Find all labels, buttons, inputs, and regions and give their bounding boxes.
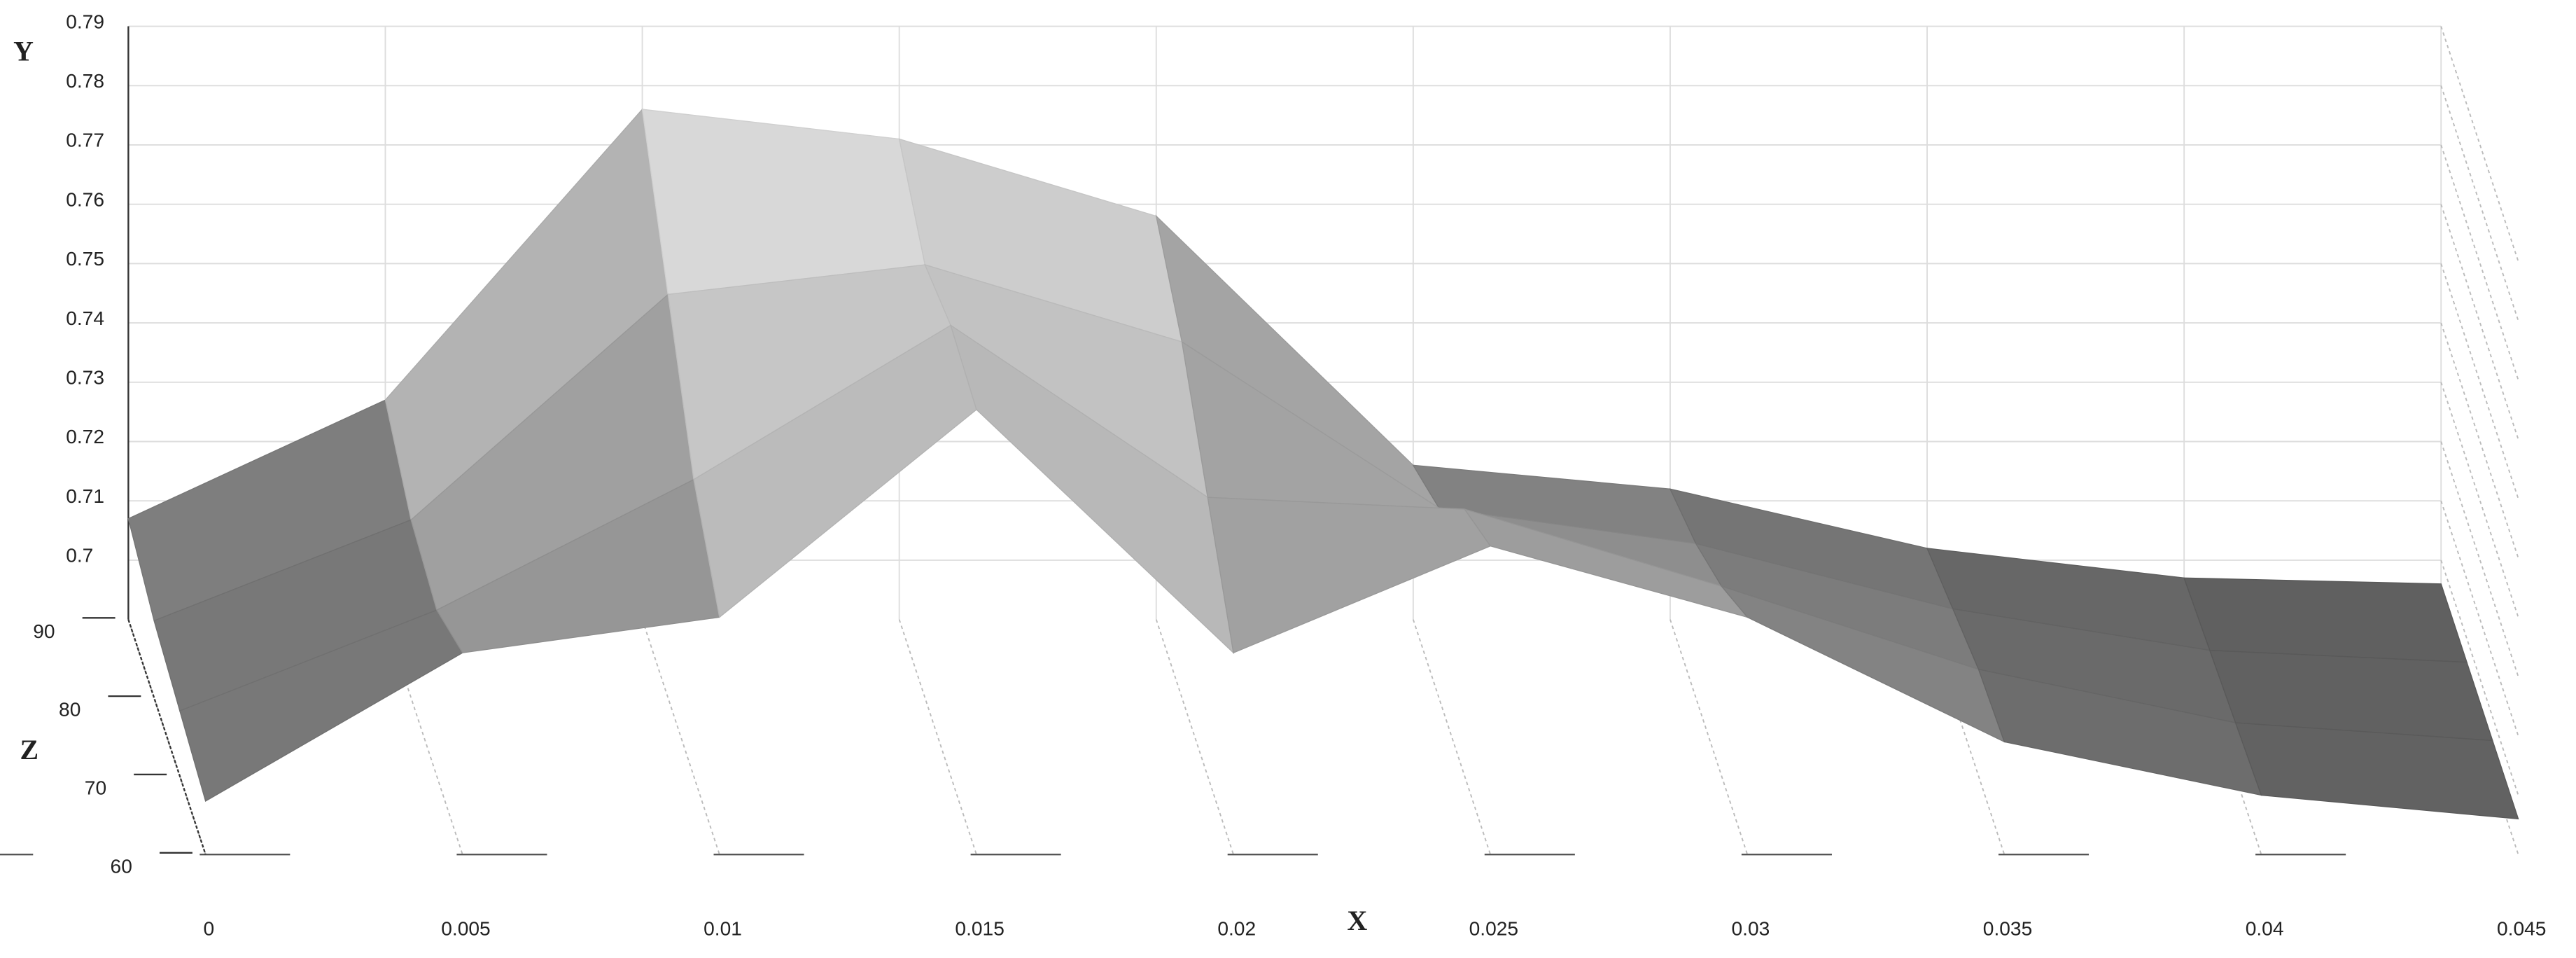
- x-tick-label: 0.015: [955, 918, 1004, 940]
- z-tick-label: 80: [59, 699, 80, 721]
- y-tick-label: 0.74: [66, 307, 104, 329]
- y-tick-label: 0.73: [66, 367, 104, 389]
- surface-patch: [641, 109, 926, 296]
- grid-line: [1412, 619, 1492, 855]
- x-tick-label: 0.035: [1983, 918, 2032, 940]
- x-tick-label: 0.04: [2246, 918, 2284, 940]
- x-tick-label: 0.03: [1732, 918, 1770, 940]
- x-tick-label: 0: [204, 918, 215, 940]
- y-tick-label: 0.79: [66, 11, 104, 32]
- surface-patch: [2183, 577, 2468, 663]
- z-tick-label: 70: [85, 777, 106, 799]
- y-tick-label: 0.78: [66, 70, 104, 92]
- grid-line: [1670, 619, 1749, 855]
- y-tick-label: 0.75: [66, 248, 104, 270]
- x-tick-label: 0.005: [441, 918, 490, 940]
- grid-line: [2440, 322, 2519, 558]
- x-tick-label: 0.045: [2497, 918, 2546, 940]
- y-tick-label: 0.72: [66, 426, 104, 447]
- y-tick-label: 0.76: [66, 188, 104, 210]
- grid-line: [2440, 85, 2519, 321]
- x-axis-label: X: [1347, 905, 1367, 936]
- surface-patch: [1207, 497, 1492, 654]
- x-tick-label: 0.01: [704, 918, 742, 940]
- grid-line: [2440, 500, 2519, 737]
- grid-line: [898, 619, 977, 855]
- z-tick-label: 60: [111, 855, 132, 877]
- z-axis: [127, 619, 206, 855]
- grid-line: [2440, 204, 2519, 440]
- y-tick-label: 0.71: [66, 485, 104, 507]
- x-tick-label: 0.025: [1469, 918, 1518, 940]
- grid-line: [2440, 144, 2519, 380]
- grid-line: [2440, 263, 2519, 499]
- grid-line: [1155, 619, 1234, 855]
- x-tick-label: 0.02: [1217, 918, 1256, 940]
- y-tick-label: 0.77: [66, 130, 104, 151]
- z-tick-label: 90: [33, 620, 55, 642]
- surface-patch: [2234, 722, 2519, 820]
- z-axis-label: Z: [20, 734, 39, 765]
- grid-line: [2440, 382, 2519, 618]
- y-axis-label: Y: [13, 36, 34, 67]
- grid-line: [2440, 560, 2519, 796]
- grid-line: [2440, 26, 2519, 262]
- grid-line: [641, 619, 720, 855]
- y-tick-label: 0.7: [66, 545, 93, 567]
- grid-line: [2440, 441, 2519, 677]
